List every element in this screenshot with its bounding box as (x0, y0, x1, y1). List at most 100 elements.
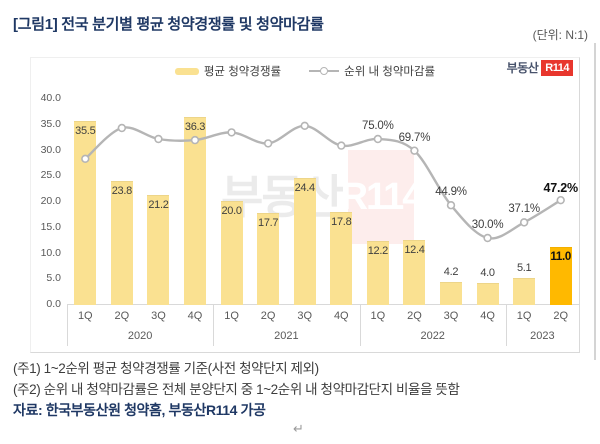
bar (366, 241, 389, 305)
year-separator (359, 304, 361, 346)
bar (293, 178, 316, 305)
line-point (337, 141, 346, 150)
y-tick-label: 15.0 (40, 220, 61, 233)
brand-logo: 부동산 R114 (507, 59, 573, 76)
brand-logo-text: 부동산 (506, 61, 539, 75)
bar (440, 282, 462, 305)
quarter-tick-label: 3Q (443, 310, 459, 322)
quarter-tick-label: 4Q (187, 310, 203, 322)
source-line: 자료: 한국부동산원 청약홈, 부동산R114 가공 (13, 402, 266, 418)
bar (549, 247, 572, 305)
quarter-tick-label: 4Q (333, 310, 349, 322)
legend-item-bar: 평균 청약경쟁률 (174, 63, 282, 79)
bar (147, 194, 170, 305)
line-point (446, 201, 456, 210)
quarter-tick-label: 1Q (224, 310, 239, 322)
year-separator (67, 304, 68, 346)
watermark: 부동산 R114 (221, 150, 423, 244)
line-point (117, 123, 127, 133)
bar-value-label: 17.7 (258, 216, 279, 229)
year-group-label: 2023 (530, 330, 555, 342)
line-point (483, 233, 492, 243)
bar (220, 201, 243, 305)
chart-box: 부동산 R114 평균 청약경쟁률 순위 내 청약마감률 부동산 R114 0.… (30, 57, 580, 353)
right-edge-shadow (594, 43, 596, 360)
bar (257, 212, 280, 305)
quarter-tick-label: 3Q (151, 310, 166, 322)
footnote-1: (주1) 1~2순위 평균 청약경쟁률 기준(사전 청약단지 제외) (13, 361, 319, 376)
quarter-tick-label: 3Q (297, 310, 313, 322)
legend-line-label: 순위 내 청약마감률 (344, 66, 436, 78)
line-value-label: 30.0% (471, 219, 504, 231)
page-title: [그림1] 전국 분기별 평균 청약경쟁률 및 청약마감률 (13, 16, 324, 33)
bar-value-label: 5.1 (516, 261, 532, 274)
line-point (227, 128, 236, 137)
bar-value-label: 24.4 (294, 182, 316, 195)
line-swatch-icon (309, 67, 340, 75)
line-point (154, 134, 163, 144)
year-group-label: 2022 (420, 330, 445, 342)
quarter-tick-label: 2Q (407, 310, 422, 322)
year-separator (213, 304, 215, 346)
brand-logo-badge: R114 (541, 59, 573, 76)
quarter-tick-label: 2Q (260, 310, 276, 322)
line-point (263, 139, 273, 148)
bar (476, 283, 499, 305)
x-axis-line (67, 304, 579, 305)
bar (403, 240, 426, 305)
year-separator (579, 304, 580, 346)
line-value-label: 47.2% (543, 181, 578, 196)
y-tick-label: 40.0 (40, 92, 61, 104)
bar-swatch-icon (174, 67, 199, 75)
bar (74, 121, 97, 305)
line-point (300, 121, 309, 130)
bar-value-label: 35.5 (75, 125, 96, 138)
line-point (519, 218, 529, 227)
return-mark-icon: ↵ (293, 421, 304, 436)
line-value-label: 75.0% (362, 120, 394, 132)
y-tick-label: 5.0 (46, 272, 61, 285)
year-group-label: 2020 (127, 330, 153, 342)
line-point (556, 195, 565, 205)
quarter-tick-label: 1Q (370, 310, 386, 322)
line-value-label: 44.9% (435, 186, 467, 199)
footnote-2: (주2) 순위 내 청약마감률은 전체 분양단지 중 1~2순위 내 청약마감단… (13, 382, 460, 397)
legend: 평균 청약경쟁률 순위 내 청약마감률 (31, 63, 579, 79)
line-value-label: 69.7% (398, 131, 431, 144)
bar (184, 117, 206, 305)
bar-value-label: 11.0 (550, 251, 571, 264)
line-point (190, 135, 200, 145)
y-tick-label: 0.0 (46, 298, 61, 310)
y-tick-label: 35.0 (40, 117, 61, 130)
line-point (373, 134, 383, 144)
y-tick-label: 25.0 (40, 169, 61, 182)
quarter-tick-label: 2Q (553, 310, 569, 322)
bar (513, 277, 536, 305)
line-point (81, 154, 90, 163)
line-series-svg (81, 121, 565, 243)
bar-value-label: 21.2 (148, 198, 169, 211)
bar (110, 181, 133, 305)
bar-value-label: 4.0 (480, 267, 495, 280)
watermark-badge: R114 (341, 150, 423, 244)
year-group-label: 2021 (274, 330, 299, 342)
unit-label: (단위: N:1) (532, 28, 588, 42)
bar-value-label: 20.0 (221, 205, 242, 217)
quarter-tick-label: 1Q (516, 310, 532, 322)
quarter-tick-label: 2Q (114, 310, 130, 322)
y-tick-label: 30.0 (40, 143, 61, 156)
legend-bar-label: 평균 청약경쟁률 (203, 66, 282, 78)
quarter-tick-label: 1Q (77, 310, 93, 322)
legend-item-line: 순위 내 청약마감률 (309, 63, 435, 79)
year-separator (505, 304, 507, 346)
quarter-tick-label: 4Q (480, 310, 495, 322)
bar-value-label: 17.8 (331, 216, 352, 229)
y-tick-label: 20.0 (40, 195, 61, 207)
bar-value-label: 23.8 (111, 185, 133, 198)
line-point (410, 146, 419, 155)
bar-value-label: 12.4 (404, 244, 425, 257)
bar-value-label: 12.2 (367, 245, 389, 258)
bar-value-label: 4.2 (443, 266, 459, 279)
y-tick-label: 10.0 (40, 246, 61, 259)
